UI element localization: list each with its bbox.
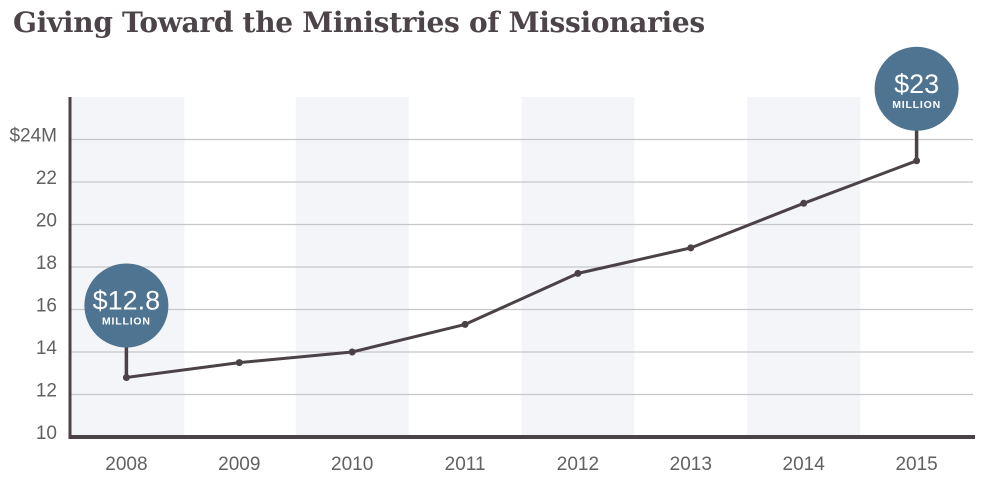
callout-value-label: $12.8	[93, 286, 161, 316]
x-axis-tick-label: 2015	[895, 454, 937, 475]
chart-title: Giving Toward the Ministries of Missiona…	[13, 6, 705, 39]
data-line	[124, 159, 919, 379]
data-point	[348, 348, 356, 356]
y-axis-tick-label: 18	[36, 253, 57, 274]
data-point	[235, 359, 243, 367]
x-axis-tick-label: 2013	[670, 454, 712, 475]
y-axis-tick-label: $24M	[9, 126, 57, 147]
y-axis-tick-label: 12	[36, 381, 57, 402]
data-point	[461, 320, 469, 328]
y-axis-tick-label: 10	[36, 423, 57, 444]
callout-unit-label: MILLION	[892, 99, 941, 111]
data-point	[574, 269, 582, 277]
callout-value-label: $23	[894, 69, 939, 99]
callout-unit-label: MILLION	[102, 316, 151, 328]
x-axis-tick-label: 2012	[557, 454, 599, 475]
callout-bubble	[874, 46, 959, 131]
y-axis-tick-label: 16	[36, 296, 57, 317]
y-axis-tick-label: 14	[36, 338, 58, 359]
y-axis-tick-label: 20	[36, 211, 57, 232]
x-axis-tick-label: 2008	[105, 454, 147, 475]
x-axis-tick-label: 2010	[331, 454, 373, 475]
data-point	[687, 244, 695, 252]
x-axis-tick-label: 2014	[783, 454, 826, 475]
callout-bubble	[84, 263, 169, 348]
x-axis-tick-label: 2011	[445, 454, 486, 475]
x-axis-tick-label: 2009	[218, 454, 260, 475]
data-point	[800, 199, 808, 207]
y-axis-tick-label: 22	[36, 168, 57, 189]
